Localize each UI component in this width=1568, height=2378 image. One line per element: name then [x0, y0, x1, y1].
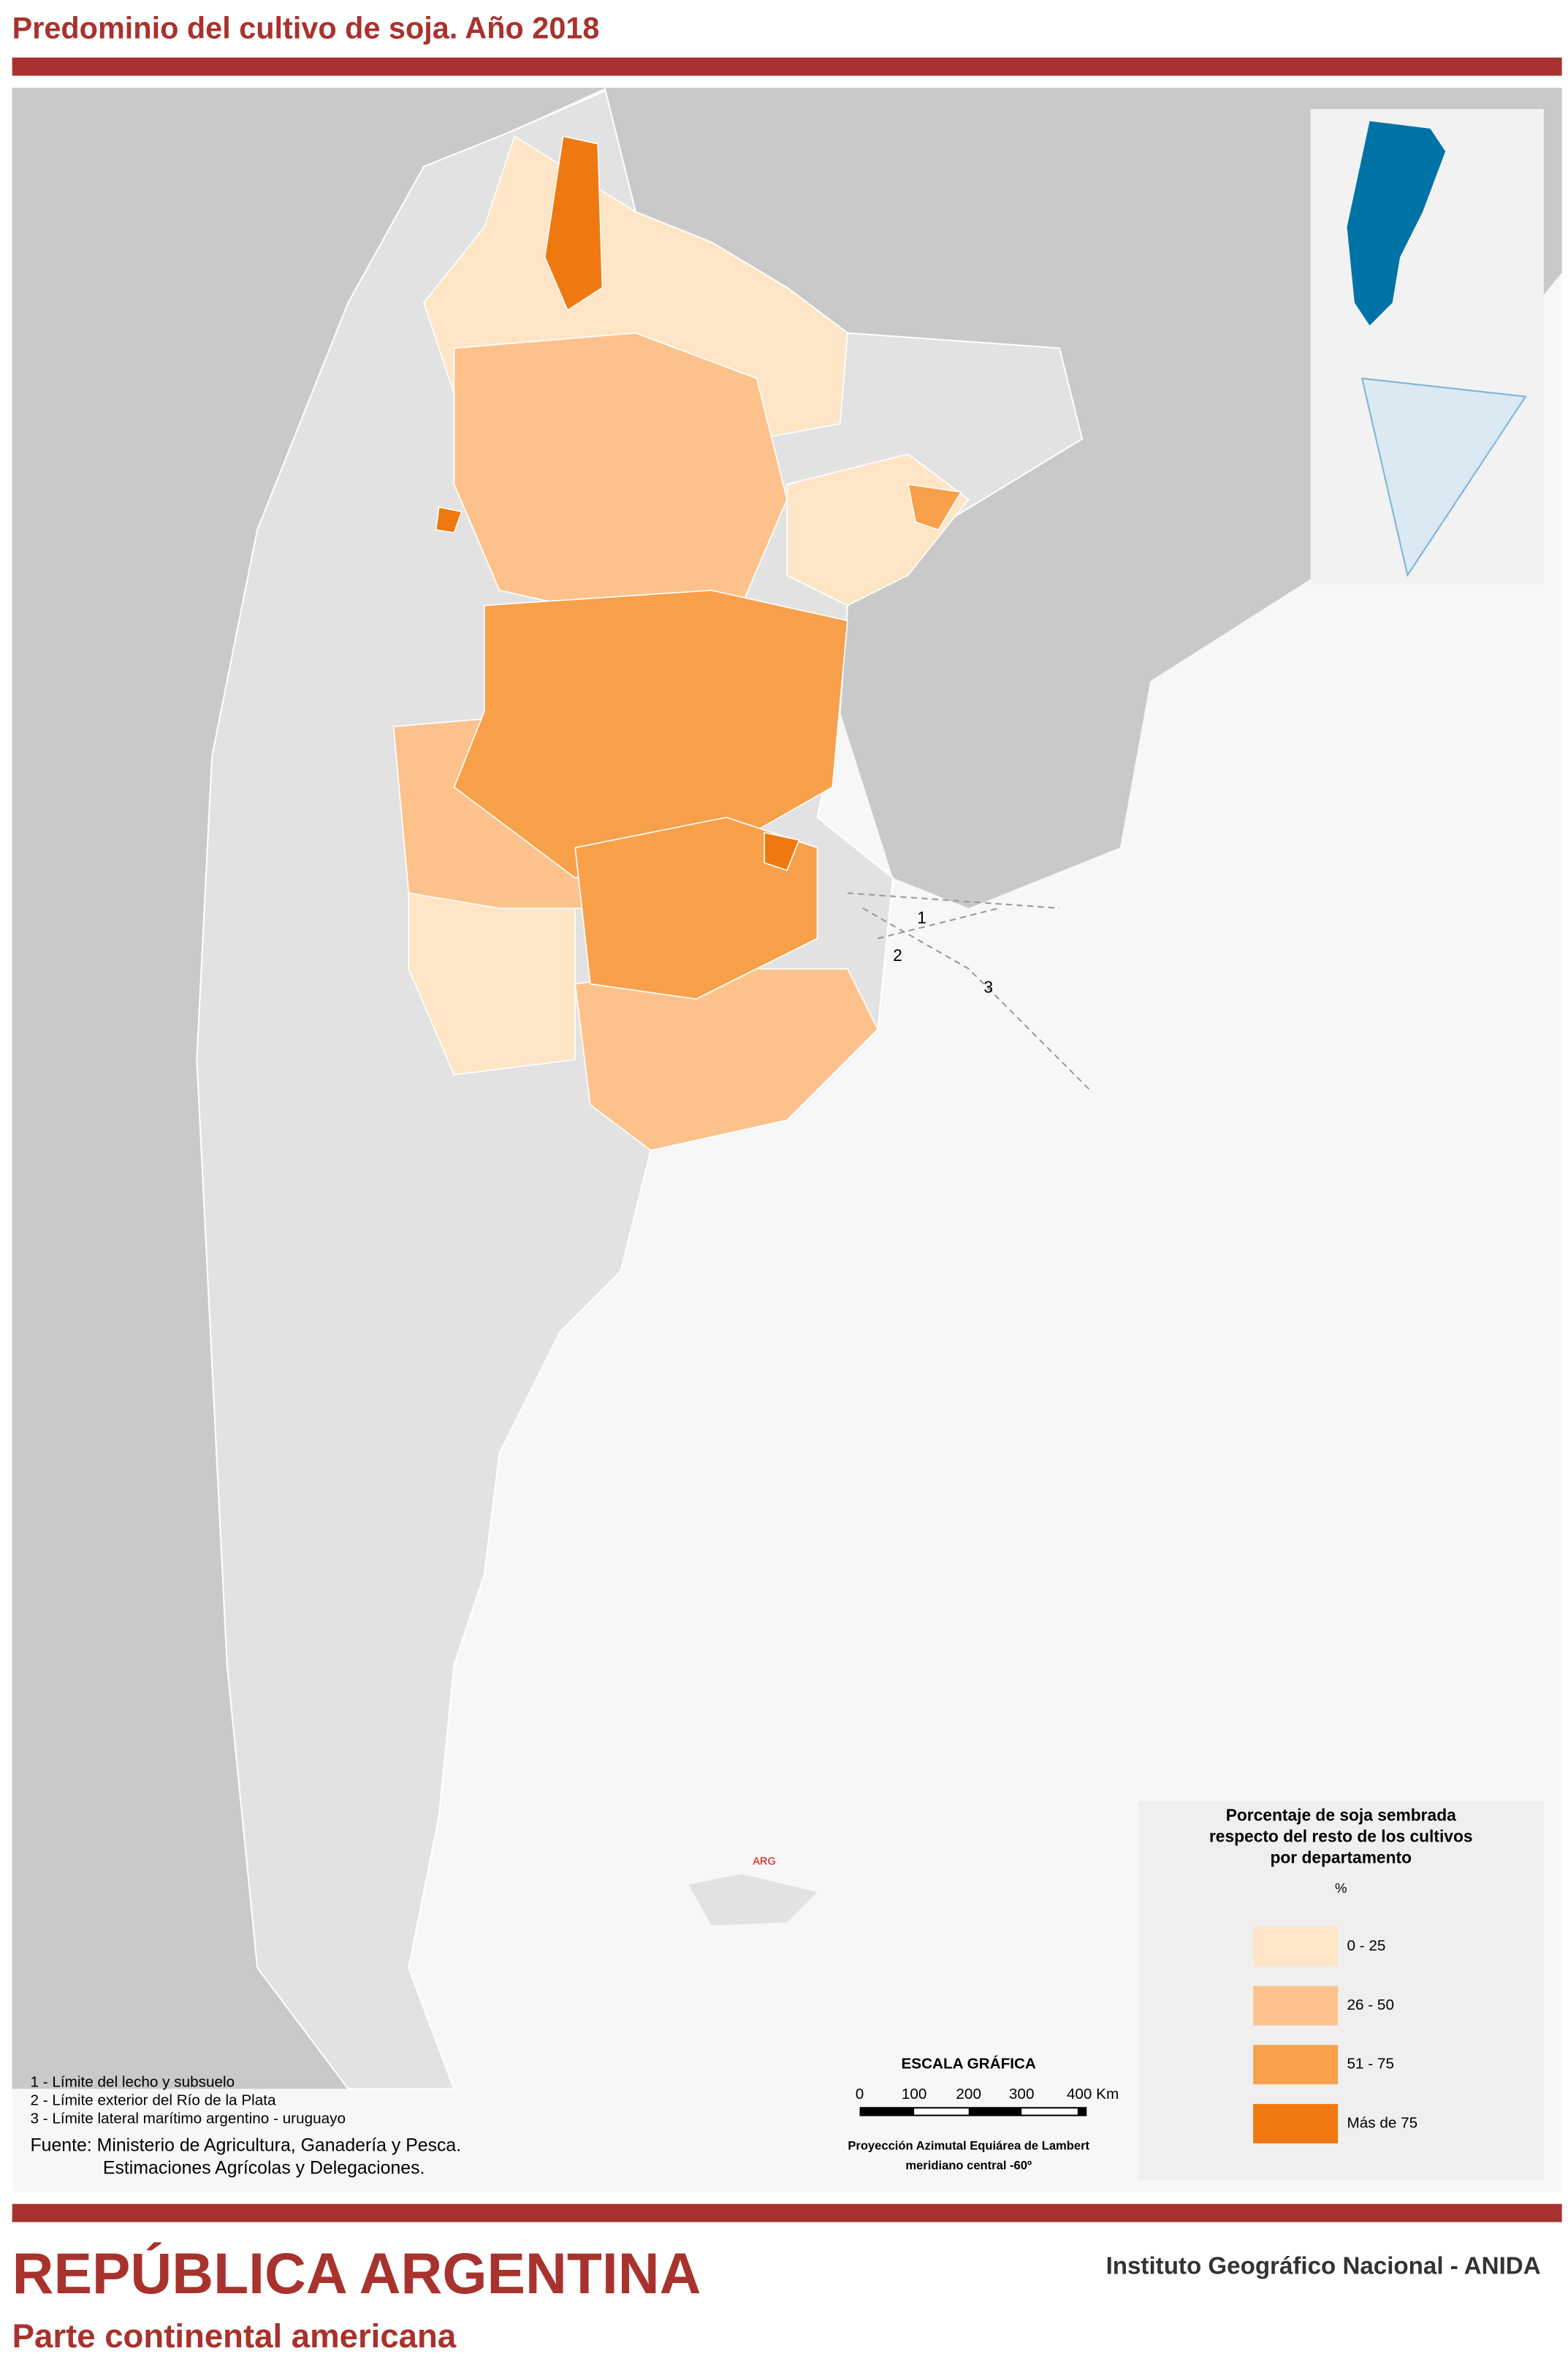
- legend-label: Más de 75: [1347, 2114, 1418, 2131]
- legend-label: 0 - 25: [1347, 1937, 1386, 1954]
- legend-label: 26 - 50: [1347, 1997, 1394, 2013]
- islands-label: ARG: [753, 1856, 775, 1868]
- note: 3 - Límite lateral marítimo argentino - …: [30, 2110, 346, 2127]
- limit-lines: [847, 892, 1091, 1091]
- scale-tick: 0: [856, 2086, 864, 2102]
- source: Estimaciones Agrícolas y Delegaciones.: [103, 2159, 425, 2178]
- top-bar: [12, 57, 1562, 76]
- legend-title: por departamento: [1270, 1848, 1412, 1867]
- institute: Instituto Geográfico Nacional - ANIDA: [1106, 2253, 1541, 2280]
- soy-zone: [544, 135, 604, 311]
- legend-swatch: [1253, 1986, 1339, 2026]
- chile: [12, 88, 606, 2089]
- soy-zone: [574, 816, 818, 1000]
- legend-unit: %: [1335, 1880, 1347, 1896]
- scale-bar-part: [914, 2108, 969, 2115]
- scale-bar-part: [1021, 2108, 1078, 2115]
- legend-label: 51 - 75: [1347, 2056, 1394, 2073]
- scale-tick: 200: [956, 2086, 981, 2102]
- bottom-bar: [12, 2203, 1562, 2222]
- limit-label: 1: [917, 908, 926, 927]
- footer-subtitle: Parte continental americana: [12, 2317, 457, 2355]
- projection: Proyección Azimutal Equiárea de Lambert: [848, 2138, 1089, 2152]
- scale-tick: 400 Km: [1067, 2086, 1119, 2102]
- soy-zones: [392, 135, 970, 1152]
- scale-title: ESCALA GRÁFICA: [901, 2056, 1035, 2073]
- note: 1 - Límite del lecho y subsuelo: [30, 2074, 235, 2091]
- legend: [1138, 1801, 1544, 2180]
- scale-tick: 300: [1009, 2086, 1035, 2102]
- inset-antarctica: [1360, 377, 1527, 577]
- soy-zone: [453, 332, 788, 622]
- projection: meridiano central -60º: [905, 2158, 1032, 2172]
- scale-tick: 100: [902, 2086, 927, 2102]
- source: Fuente: Ministerio de Agricultura, Ganad…: [30, 2136, 461, 2156]
- soy-zone: [907, 483, 962, 531]
- limit-label: 2: [893, 946, 902, 965]
- title: Predominio del cultivo de soja. Año 2018: [12, 11, 600, 45]
- malvinas: [688, 1874, 818, 1926]
- limit-label: 3: [983, 978, 993, 997]
- legend-swatch: [1253, 1926, 1339, 1967]
- legend-title: Porcentaje de soja sembrada: [1226, 1806, 1456, 1825]
- soy-zone: [435, 506, 463, 534]
- note: 2 - Límite exterior del Río de la Plata: [30, 2092, 275, 2108]
- legend-title: respecto del resto de los cultivos: [1209, 1827, 1473, 1846]
- legend-swatch: [1253, 2104, 1339, 2143]
- soy-zone: [764, 832, 800, 872]
- inset-argentina: [1347, 121, 1446, 326]
- footer-title: REPÚBLICA ARGENTINA: [12, 2241, 701, 2306]
- legend-swatch: [1253, 2045, 1339, 2085]
